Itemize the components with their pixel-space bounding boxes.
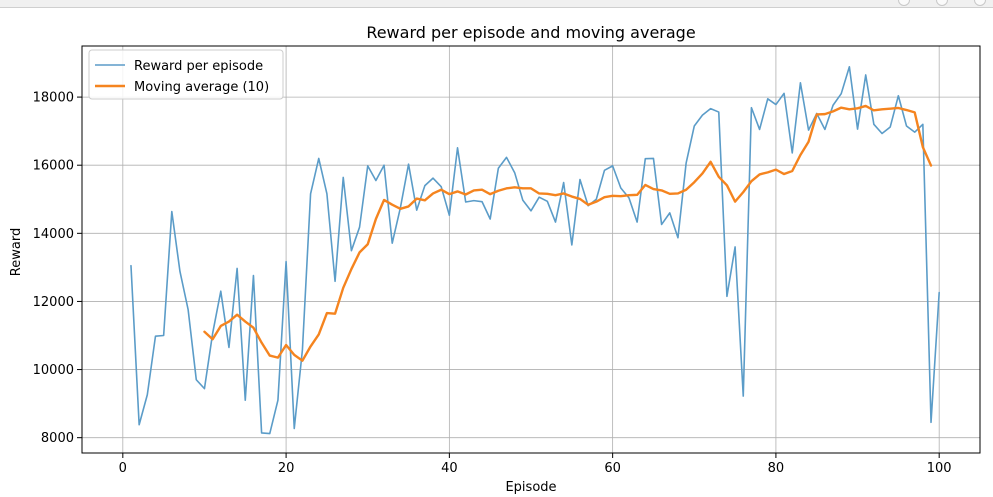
series-line-moving-average [203, 104, 933, 362]
x-tick-label: 60 [604, 461, 621, 476]
y-tick-label: 18000 [33, 91, 74, 106]
y-tick-label: 12000 [33, 295, 74, 310]
x-tick-label: 0 [119, 461, 127, 476]
legend-label-moving-average: Moving average (10) [134, 80, 269, 95]
x-tick-label: 40 [441, 461, 458, 476]
chart-title: Reward per episode and moving average [366, 23, 695, 42]
y-axis-label: Reward [9, 228, 24, 276]
window-top-bar [0, 0, 993, 8]
x-axis-label: Episode [505, 480, 556, 495]
plot-area-frame [81, 45, 981, 454]
x-tick-label: 80 [768, 461, 785, 476]
y-tick-label: 16000 [33, 159, 74, 174]
axis-ticks: 0 20 40 60 80 100 8000 10000 12000 14000 16000 1800… [33, 91, 952, 476]
legend: Reward per episode Moving average (10) [88, 49, 284, 100]
y-tick-label: 8000 [41, 431, 74, 446]
y-tick-label: 10000 [33, 363, 74, 378]
x-tick-label: 100 [927, 461, 952, 476]
series-lines [130, 65, 940, 435]
grid-lines [82, 46, 980, 453]
series-line-reward-per-episode [130, 65, 940, 435]
legend-box [88, 49, 284, 100]
x-tick-label: 20 [278, 461, 295, 476]
y-tick-label: 14000 [33, 227, 74, 242]
legend-label-reward: Reward per episode [134, 59, 263, 74]
